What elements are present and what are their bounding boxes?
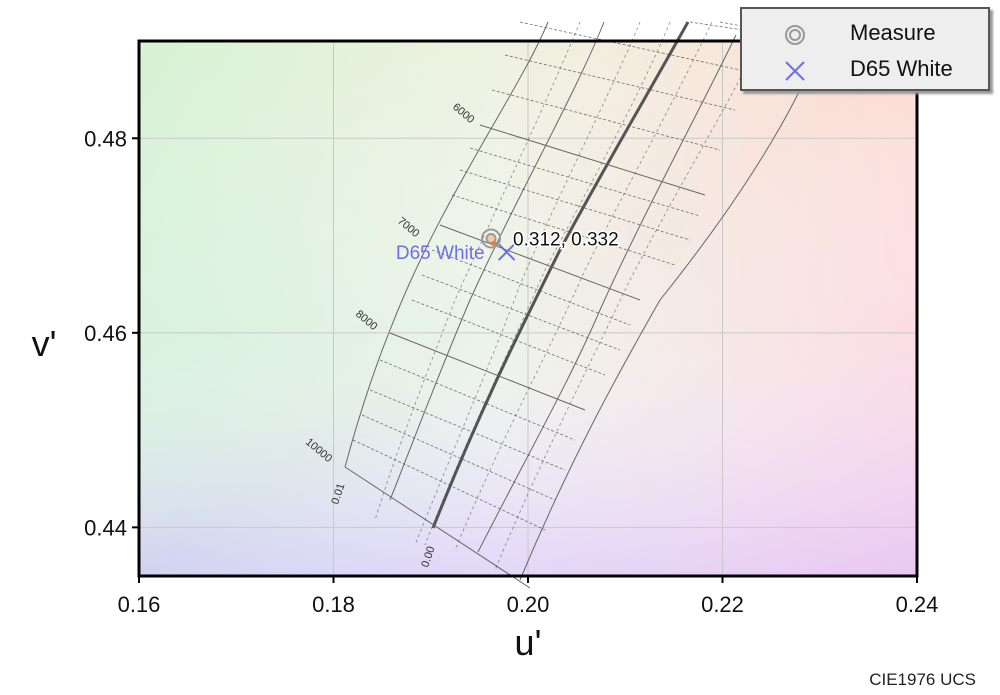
isotherm-8000 (389, 332, 586, 411)
isotherm-10000 (344, 466, 531, 589)
duv-curve-outer-left (344, 21, 549, 468)
x-axis-label: u' (515, 622, 542, 663)
x-tick-label-0.18: 0.18 (312, 592, 355, 617)
x-tick-label-0.20: 0.20 (507, 592, 550, 617)
y-tick-label-0.44: 0.44 (84, 515, 127, 540)
gridlines (139, 41, 917, 576)
x-tick-label-0.22: 0.22 (701, 592, 744, 617)
chart-footer: CIE1976 UCS (869, 670, 976, 689)
x-tick-label-0.16: 0.16 (118, 592, 161, 617)
measure-marker (481, 228, 502, 249)
x-tick-label-0.24: 0.24 (896, 592, 939, 617)
y-axis-label: v' (32, 323, 57, 364)
duv-curve-outer-right (519, 89, 801, 581)
legend-label-measure: Measure (850, 20, 936, 45)
legend: Measure D65 White (740, 7, 990, 91)
measure-dot (491, 240, 497, 246)
cct-grid (344, 21, 811, 589)
measure-coordinates-label: 0.312, 0.332 (513, 229, 619, 250)
data-points: D65 White 0.312, 0.332 (396, 228, 620, 264)
y-tick-label-0.48: 0.48 (84, 126, 127, 151)
d65-white-label: D65 White (396, 243, 485, 264)
y-axis: 0.44 0.46 0.48 (84, 126, 139, 540)
x-axis: 0.16 0.18 0.20 0.22 0.24 (118, 576, 939, 617)
legend-item-measure: Measure (742, 18, 988, 54)
legend-item-d65-white: D65 White (742, 54, 988, 90)
y-tick-label-0.46: 0.46 (84, 321, 127, 346)
measure-marker-icon (785, 25, 805, 45)
duv-curve-right (477, 34, 737, 553)
duv-curve-left (389, 21, 605, 501)
d65-white-marker (497, 243, 516, 261)
isotherm-6000 (479, 124, 706, 196)
x-marker-icon (785, 61, 805, 81)
isotherm-7000 (439, 224, 641, 301)
legend-label-d65-white: D65 White (850, 56, 953, 81)
planckian-locus (431, 21, 690, 529)
